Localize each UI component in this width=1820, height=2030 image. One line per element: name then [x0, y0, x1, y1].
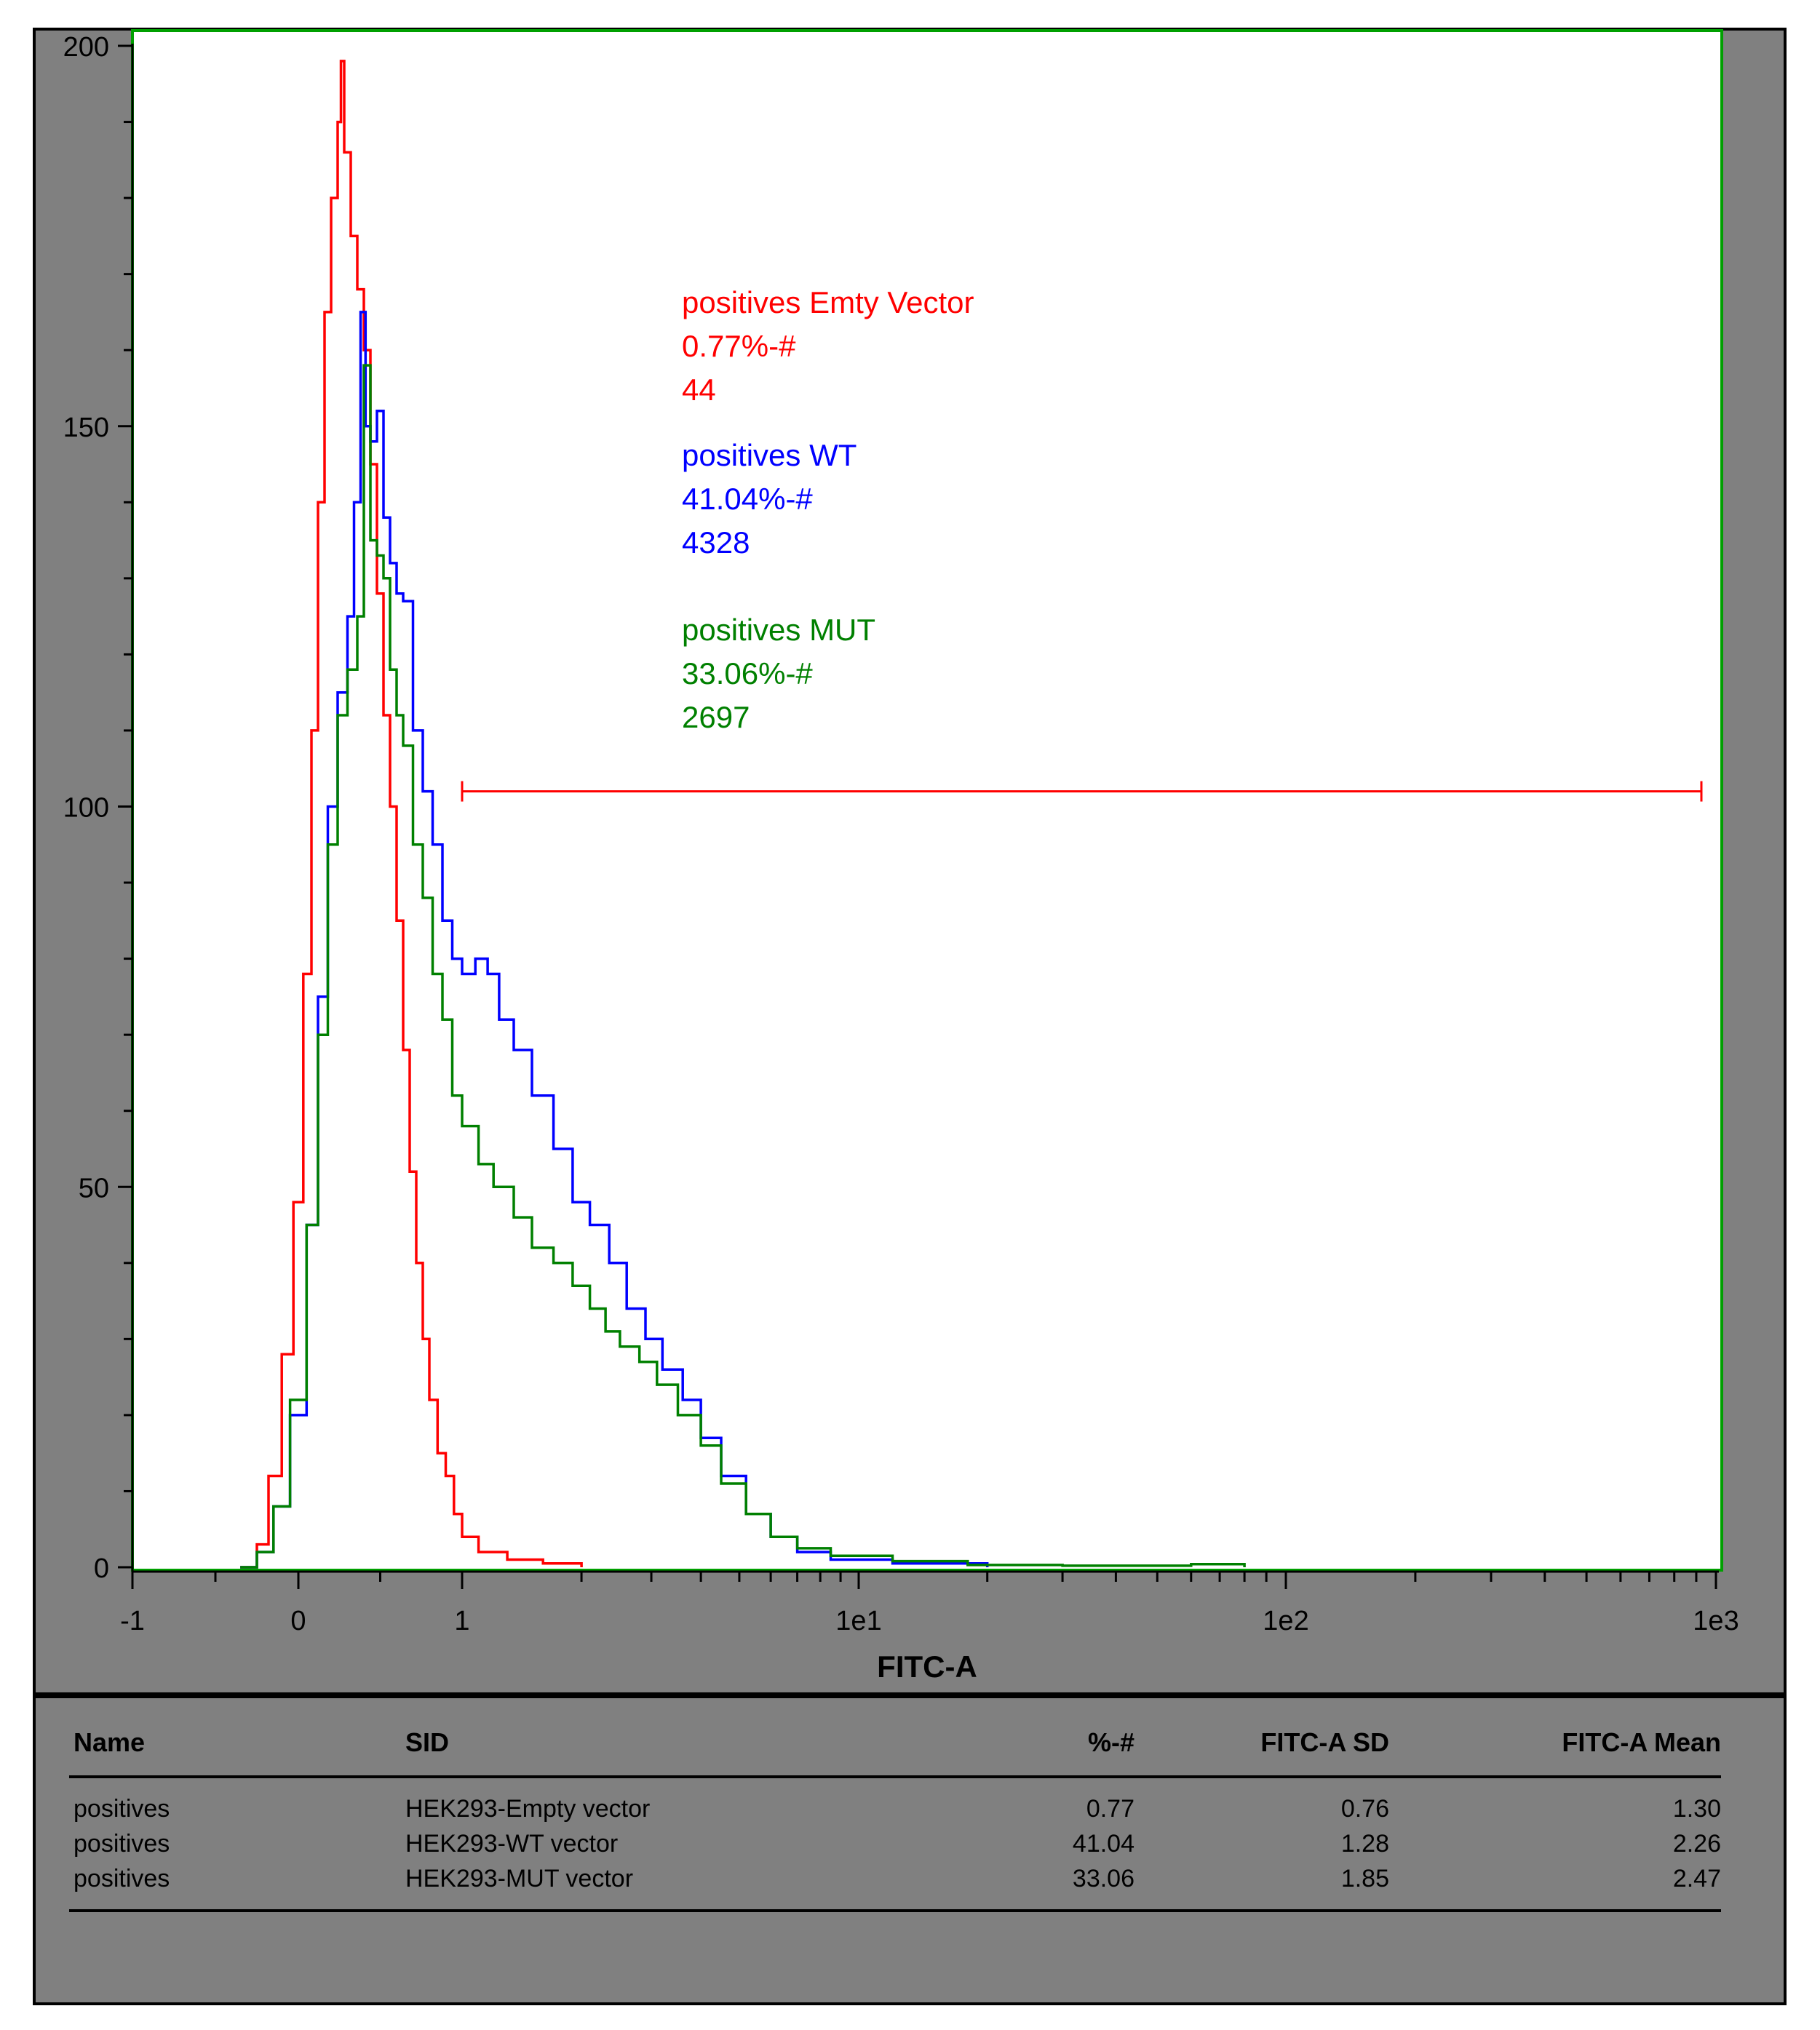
- cell-sd: 0.76: [1340, 1795, 1389, 1823]
- x-tick-label: 1e3: [1693, 1606, 1738, 1636]
- x-tick-label: -1: [120, 1606, 145, 1636]
- histogram-chart: 0 50 100 150 200 -1 0 1 1e1 1e2 1e3 positives Emty…: [63, 29, 1739, 1684]
- cell-mean: 2.26: [1672, 1830, 1721, 1858]
- cell-mean: 2.47: [1672, 1865, 1721, 1892]
- plot-area: [131, 29, 1723, 1572]
- header-rule: [69, 1775, 1721, 1778]
- header-sd: FITC-A SD: [1260, 1727, 1389, 1757]
- annotation-text: 4328: [682, 525, 750, 560]
- cell-percent: 41.04: [1072, 1830, 1134, 1858]
- table-row: positives HEK293-Empty vector 0.77 0.76 …: [69, 1791, 1721, 1826]
- x-tick-label: 1e2: [1263, 1606, 1308, 1636]
- x-tick-label: 0: [290, 1606, 306, 1636]
- histogram-series-wt: [240, 311, 989, 1569]
- cell-name: positives: [73, 1830, 170, 1858]
- header-percent: %-#: [1087, 1727, 1134, 1757]
- cell-percent: 0.77: [1086, 1795, 1134, 1823]
- annotation-text: positives WT: [682, 438, 857, 472]
- header-mean: FITC-A Mean: [1562, 1727, 1721, 1757]
- cell-sid: HEK293-Empty vector: [405, 1795, 651, 1823]
- histogram-series-empty-vector: [240, 60, 583, 1569]
- cell-sid: HEK293-WT vector: [405, 1830, 619, 1858]
- cell-sd: 1.28: [1340, 1830, 1389, 1858]
- annotation-text: positives MUT: [682, 613, 875, 647]
- cell-sid: HEK293-MUT vector: [405, 1865, 634, 1892]
- cell-mean: 1.30: [1672, 1795, 1721, 1823]
- x-tick-label: 1: [454, 1606, 469, 1636]
- y-tick-label: 50: [79, 1173, 109, 1203]
- table-bottom-rule: [69, 1909, 1721, 1912]
- annotation-text: 33.06%-#: [682, 656, 813, 690]
- table-row: positives HEK293-WT vector 41.04 1.28 2.…: [69, 1826, 1721, 1861]
- y-tick-label: 0: [94, 1553, 109, 1584]
- header-sid: SID: [405, 1727, 450, 1757]
- y-tick-label: 150: [63, 413, 109, 443]
- y-tick-label: 200: [63, 32, 109, 63]
- table-row: positives HEK293-MUT vector 33.06 1.85 2…: [69, 1861, 1721, 1896]
- annotation-text: 0.77%-#: [682, 329, 796, 363]
- annotation-text: 2697: [682, 700, 750, 734]
- y-tick-label: 100: [63, 793, 109, 824]
- histogram-series-mut: [240, 364, 1246, 1569]
- table-header: Name SID %-# FITC-A SD FITC-A Mean: [69, 1717, 1721, 1775]
- annotation-text: 44: [682, 373, 716, 407]
- cell-name: positives: [73, 1865, 170, 1892]
- annotation-text: 41.04%-#: [682, 482, 813, 516]
- cell-name: positives: [73, 1795, 170, 1823]
- header-name: Name: [73, 1727, 146, 1757]
- section-divider: [33, 1692, 1787, 1698]
- annotation-text: positives Emty Vector: [682, 285, 974, 319]
- cell-percent: 33.06: [1072, 1865, 1134, 1892]
- statistics-table: Name SID %-# FITC-A SD FITC-A Mean posit…: [69, 1717, 1721, 1912]
- x-axis-label: FITC-A: [877, 1649, 977, 1684]
- cell-sd: 1.85: [1340, 1865, 1389, 1892]
- x-tick-label: 1e1: [835, 1606, 881, 1636]
